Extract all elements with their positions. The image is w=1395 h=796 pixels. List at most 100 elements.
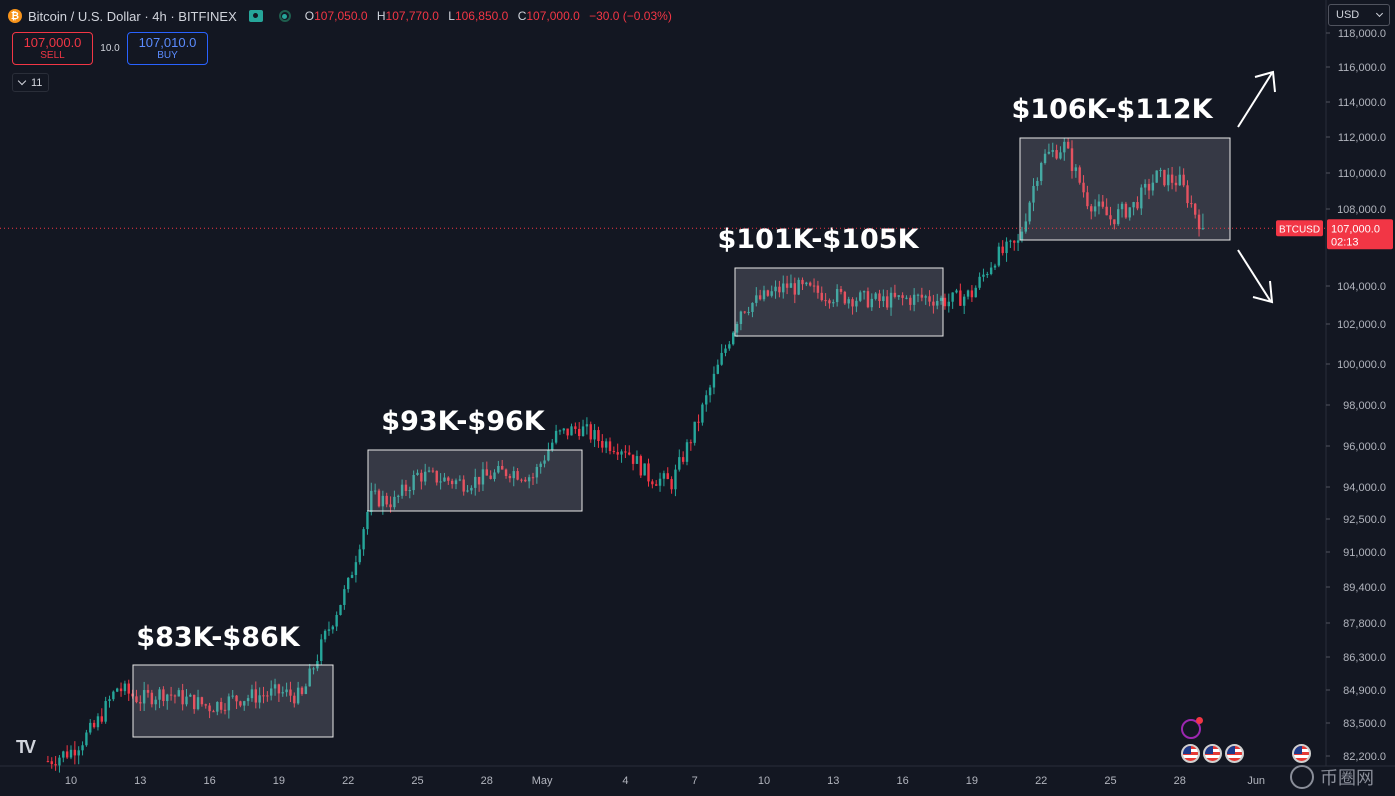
watermark-logo-icon (1290, 765, 1314, 789)
current-price-badge: 107,000.002:13 (1327, 219, 1393, 250)
candle-body (928, 296, 931, 302)
sell-button[interactable]: 107,000.0 SELL (12, 32, 93, 65)
candle (1151, 174, 1155, 196)
candle-body (1155, 170, 1158, 183)
candle (889, 287, 893, 316)
candle-body (331, 626, 334, 630)
candle-body (866, 291, 870, 308)
candle-body (855, 300, 858, 307)
candle-body (782, 283, 785, 293)
candle-body (100, 716, 103, 722)
candle-body (828, 300, 831, 304)
price-tick-label: 118,000.0 (1338, 28, 1386, 40)
visibility-icon[interactable] (248, 10, 263, 22)
candle (886, 290, 889, 310)
candle (100, 708, 103, 724)
candle-body (1047, 151, 1051, 154)
us-flag-icon[interactable] (1203, 744, 1222, 763)
candle (1170, 166, 1174, 190)
candle-body (454, 480, 458, 485)
candle (612, 446, 616, 455)
candle-body (593, 430, 596, 440)
candle (893, 284, 897, 299)
candle-body (481, 469, 485, 485)
candle (604, 438, 608, 454)
buy-button[interactable]: 107,010.0 BUY (127, 32, 208, 65)
candle-body (204, 704, 207, 706)
us-flag-icon[interactable] (1181, 744, 1200, 763)
candle-body (439, 481, 442, 483)
candle (235, 694, 238, 710)
candle (1028, 200, 1031, 225)
candle-body (924, 296, 927, 298)
symbol-badge-bg (1276, 220, 1323, 237)
candle (1043, 149, 1047, 165)
candle (847, 296, 850, 309)
indicators-toggle[interactable]: 11 (12, 73, 50, 92)
watermark: 币圈网 (1290, 760, 1390, 794)
candle-body (154, 699, 157, 705)
candle-body (104, 700, 107, 722)
candle-body (1140, 187, 1143, 209)
candle-body (323, 630, 327, 640)
candle (1182, 168, 1185, 188)
candle-body (112, 691, 115, 700)
candle-body (662, 473, 666, 479)
candle-body (578, 428, 581, 436)
candle-body (1194, 203, 1197, 215)
candle-body (412, 475, 415, 491)
candle-body (959, 290, 962, 306)
candle-body (92, 722, 96, 728)
candle (308, 663, 311, 687)
candle-body (1120, 203, 1124, 210)
candle (524, 476, 527, 483)
us-flag-icon[interactable] (1292, 744, 1311, 763)
currency-select[interactable]: USD (1328, 4, 1390, 26)
candle (1024, 213, 1027, 234)
candle-body (77, 750, 80, 756)
symbol-title[interactable]: Bitcoin / U.S. Dollar · 4h · BITFINEX (28, 8, 237, 24)
chevron-down-icon (17, 76, 27, 86)
ai-spark-icon[interactable] (1181, 717, 1203, 739)
candle (431, 467, 435, 473)
candle-body (585, 424, 589, 427)
price-tick-label: 87,800.0 (1343, 618, 1386, 630)
candle-body (485, 469, 488, 476)
candle-body (851, 299, 854, 307)
candle (104, 696, 107, 724)
candle (620, 449, 623, 463)
candle-body (789, 283, 793, 288)
candle-body (989, 267, 993, 275)
tradingview-logo-icon[interactable]: TV (16, 737, 36, 757)
candle (1178, 166, 1181, 187)
candle (1016, 233, 1020, 252)
candle (397, 494, 400, 504)
candle-body (701, 404, 704, 423)
candle (1051, 142, 1054, 158)
candle-body (62, 751, 65, 758)
candle-body (1078, 167, 1081, 183)
candle (920, 287, 924, 302)
candle-body (270, 688, 273, 696)
candle-body (169, 694, 173, 696)
candle (1155, 170, 1158, 183)
candle (1197, 209, 1201, 237)
candle-body (616, 452, 619, 455)
market-status-icon[interactable] (278, 10, 291, 22)
candle (158, 687, 161, 709)
time-tick-label: 22 (342, 775, 354, 787)
candle-body (562, 428, 565, 431)
candle (778, 280, 781, 298)
candle (354, 555, 358, 583)
candle-body (905, 297, 908, 299)
candle (77, 746, 80, 765)
candle (189, 693, 192, 697)
candle-body (73, 749, 77, 756)
candle-body (504, 469, 508, 476)
symbol-badge-text: BTCUSD (1279, 224, 1320, 235)
us-flag-icon[interactable] (1225, 744, 1244, 763)
time-tick-label: 10 (65, 775, 77, 787)
candle (624, 445, 627, 459)
